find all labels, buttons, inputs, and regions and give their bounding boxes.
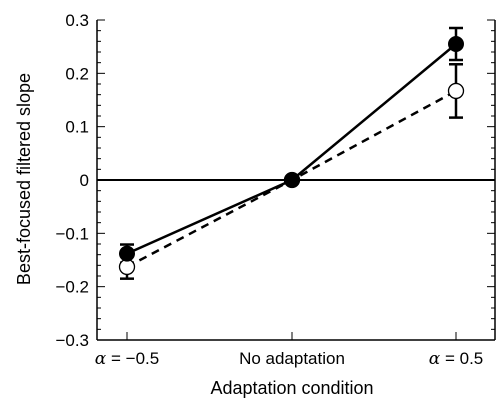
data-point-open bbox=[118, 258, 136, 276]
data-point-filled bbox=[119, 245, 135, 262]
markers-solid bbox=[119, 36, 464, 262]
y-tick-label: −0.1 bbox=[55, 224, 89, 243]
y-tick-label: 0.1 bbox=[65, 118, 89, 137]
y-tick-label: 0 bbox=[80, 171, 89, 190]
y-tick-label: 0.3 bbox=[65, 11, 89, 30]
x-tick-label: α = −0.5 bbox=[95, 349, 159, 369]
y-tick-labels: 0.3 0.2 0.1 0 −0.1 −0.2 −0.3 bbox=[55, 11, 89, 350]
x-tick-label: No adaptation bbox=[239, 349, 345, 368]
y-tick-label: −0.2 bbox=[55, 278, 89, 297]
x-axis-title: Adaptation condition bbox=[210, 378, 373, 398]
y-tick-label: −0.3 bbox=[55, 331, 89, 350]
y-axis-title: Best-focused filtered slope bbox=[14, 73, 34, 285]
x-tick-labels: α = −0.5 No adaptation α = 0.5 bbox=[95, 349, 483, 369]
series-dashed bbox=[120, 63, 463, 280]
data-point-filled bbox=[284, 172, 300, 188]
series-line bbox=[126, 43, 457, 255]
data-point-filled bbox=[448, 36, 464, 52]
data-point-open bbox=[447, 82, 465, 100]
series-layer bbox=[118, 26, 465, 280]
series-solid bbox=[120, 26, 463, 264]
y-tick-label: 0.2 bbox=[65, 64, 89, 83]
x-tick-label: α = 0.5 bbox=[429, 349, 484, 369]
